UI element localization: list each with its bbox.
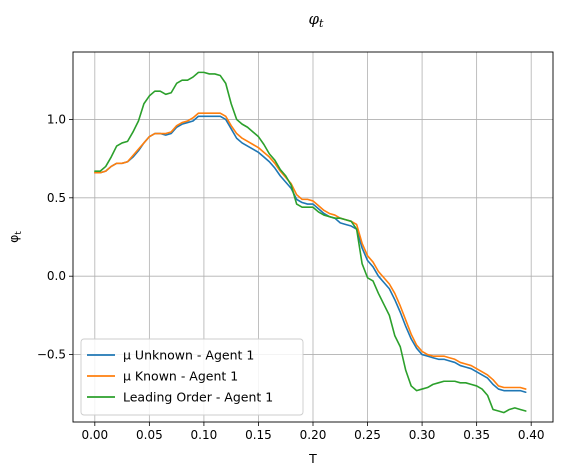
series-line-2 (94, 112, 527, 390)
y-axis: −0.5 0.0 0.5 1.0 (37, 112, 73, 362)
x-tick-label: 0.30 (409, 428, 436, 442)
x-axis: 0.00 0.05 0.10 0.15 0.20 0.25 0.30 0.35 0.40 (81, 422, 545, 442)
x-tick-label: 0.20 (300, 428, 327, 442)
x-tick-label: 0.40 (518, 428, 545, 442)
y-tick-label: −0.5 (37, 348, 66, 362)
legend: μ Unknown - Agent 1 μ Known - Agent 1 Lead… (80, 338, 304, 416)
series-line-1 (94, 115, 527, 394)
series-layer (94, 71, 527, 414)
x-tick-label: 0.15 (245, 428, 272, 442)
y-tick-label: 0.0 (47, 269, 66, 283)
y-tick-label: 0.5 (47, 191, 66, 205)
x-tick-label: 0.10 (191, 428, 218, 442)
legend-label: μ Known - Agent 1 (123, 369, 238, 384)
grid (73, 52, 553, 422)
x-tick-label: 0.35 (463, 428, 490, 442)
x-tick-label: 0.25 (354, 428, 381, 442)
y-tick-label: 1.0 (47, 112, 66, 126)
x-axis-label: T (308, 451, 317, 466)
x-tick-label: 0.05 (136, 428, 163, 442)
series-line-3 (94, 71, 527, 414)
legend-box (80, 338, 304, 416)
legend-label: Leading Order - Agent 1 (123, 390, 273, 405)
x-tick-label: 0.00 (81, 428, 108, 442)
legend-label: μ Unknown - Agent 1 (123, 348, 254, 363)
